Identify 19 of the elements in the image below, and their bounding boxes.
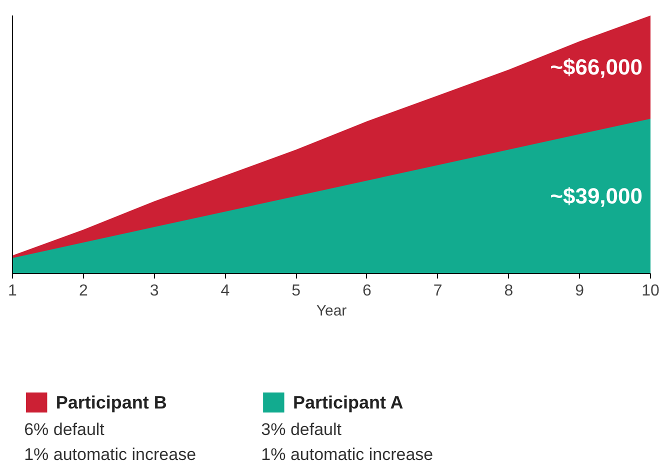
x-tick-label: 8 [504, 282, 514, 300]
x-tick-label: 3 [150, 282, 159, 300]
x-tick-label: 6 [362, 282, 372, 300]
x-tick-label: 9 [575, 282, 584, 300]
x-tick-label: 2 [78, 282, 88, 300]
text: 6% default [24, 420, 105, 439]
annotation: ~$66,000 [550, 54, 643, 80]
text: 1% automatic increase [261, 445, 434, 462]
legend-label: Participant A [292, 392, 404, 412]
x-tick-label: 4 [220, 282, 230, 300]
legend-label: Participant B [56, 392, 167, 412]
text: 1% automatic increase [24, 445, 196, 462]
x-tick-label: 7 [433, 282, 442, 300]
x-tick-label: 10 [642, 282, 660, 300]
x-tick-label: 5 [292, 282, 301, 300]
annotation: ~$39,000 [550, 184, 643, 209]
x-tick-label: 1 [8, 282, 18, 300]
x-axis-title: Year [316, 302, 347, 320]
text: 3% default [261, 420, 342, 439]
